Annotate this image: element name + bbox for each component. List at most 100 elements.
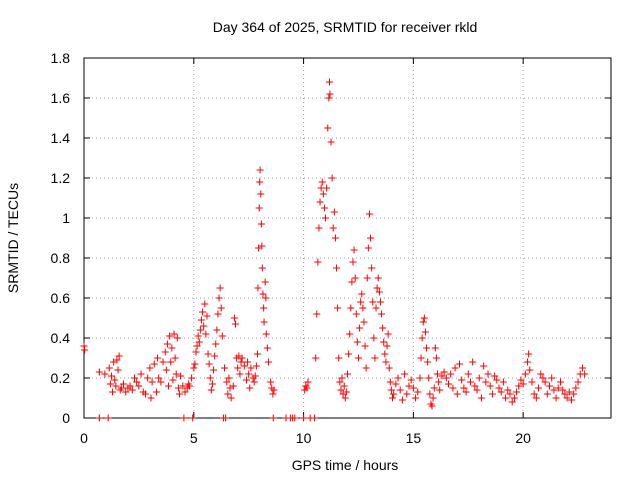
data-point bbox=[95, 414, 103, 422]
data-point bbox=[135, 382, 143, 390]
grid-lines bbox=[84, 58, 611, 418]
data-point bbox=[486, 382, 494, 390]
data-point bbox=[208, 380, 216, 388]
data-point bbox=[253, 350, 261, 358]
data-point bbox=[480, 362, 488, 370]
data-point bbox=[392, 380, 400, 388]
data-point bbox=[314, 258, 322, 266]
data-point bbox=[210, 366, 218, 374]
data-point bbox=[421, 328, 429, 336]
data-point bbox=[154, 354, 162, 362]
x-tick-label: 10 bbox=[296, 430, 312, 446]
data-point bbox=[147, 394, 155, 402]
data-point bbox=[326, 90, 334, 98]
data-point bbox=[162, 366, 170, 374]
data-point bbox=[349, 258, 357, 266]
data-point bbox=[432, 354, 440, 362]
y-tick-label: 1.6 bbox=[51, 90, 71, 106]
data-point bbox=[445, 380, 453, 388]
data-point bbox=[526, 366, 534, 374]
data-point bbox=[434, 370, 442, 378]
data-point bbox=[167, 358, 175, 366]
data-point bbox=[189, 414, 197, 422]
data-point bbox=[346, 330, 354, 338]
data-point bbox=[222, 414, 230, 422]
data-point bbox=[436, 386, 444, 394]
data-point bbox=[342, 388, 350, 396]
data-point bbox=[258, 264, 266, 272]
data-point bbox=[311, 414, 319, 422]
y-tick-label: 1.2 bbox=[51, 170, 71, 186]
data-point bbox=[115, 352, 123, 360]
data-point bbox=[236, 370, 244, 378]
data-point bbox=[318, 178, 326, 186]
data-point bbox=[192, 348, 200, 356]
data-point bbox=[269, 390, 277, 398]
data-point bbox=[185, 382, 193, 390]
data-point bbox=[174, 384, 182, 392]
data-point bbox=[261, 278, 269, 286]
data-point bbox=[351, 274, 359, 282]
data-point bbox=[324, 124, 332, 132]
data-point bbox=[396, 386, 404, 394]
data-point bbox=[157, 378, 165, 386]
data-point bbox=[353, 338, 361, 346]
data-point bbox=[357, 298, 365, 306]
data-point bbox=[146, 364, 154, 372]
data-point bbox=[419, 318, 427, 326]
data-point bbox=[338, 374, 346, 382]
data-point bbox=[240, 362, 248, 370]
data-point bbox=[373, 284, 381, 292]
data-point bbox=[258, 242, 266, 250]
data-point bbox=[515, 382, 523, 390]
data-point bbox=[242, 376, 250, 384]
data-point bbox=[159, 358, 167, 366]
data-point bbox=[572, 384, 580, 392]
data-point bbox=[246, 384, 254, 392]
data-point bbox=[101, 370, 109, 378]
data-point bbox=[259, 290, 267, 298]
data-point bbox=[387, 386, 395, 394]
data-point bbox=[111, 376, 119, 384]
data-point bbox=[379, 324, 387, 332]
data-point bbox=[554, 384, 562, 392]
data-point bbox=[504, 386, 512, 394]
data-point bbox=[223, 378, 231, 386]
x-tick-labels: 0 5 10 15 20 bbox=[80, 430, 531, 446]
data-point bbox=[221, 364, 229, 372]
data-point bbox=[173, 334, 181, 342]
data-point bbox=[250, 378, 258, 386]
data-point bbox=[384, 330, 392, 338]
data-point bbox=[245, 370, 253, 378]
data-point bbox=[214, 310, 222, 318]
data-point bbox=[364, 244, 372, 252]
data-point bbox=[460, 384, 468, 392]
data-point bbox=[521, 370, 529, 378]
data-point bbox=[218, 332, 226, 340]
data-point bbox=[519, 380, 527, 388]
data-point bbox=[128, 386, 136, 394]
data-point bbox=[390, 390, 398, 398]
data-point bbox=[336, 378, 344, 386]
data-point bbox=[438, 372, 446, 380]
data-point bbox=[561, 390, 569, 398]
data-point bbox=[155, 374, 163, 382]
data-point bbox=[398, 396, 406, 404]
data-point bbox=[482, 378, 490, 386]
data-point bbox=[252, 362, 260, 370]
data-point bbox=[337, 386, 345, 394]
data-point bbox=[412, 394, 420, 402]
data-point bbox=[316, 198, 324, 206]
data-point bbox=[256, 166, 264, 174]
data-point bbox=[107, 372, 115, 380]
data-point bbox=[537, 370, 545, 378]
data-point bbox=[383, 342, 391, 350]
y-tick-label: 1.8 bbox=[51, 50, 71, 66]
data-point bbox=[141, 390, 149, 398]
data-point bbox=[361, 342, 369, 350]
y-tick-label: 0.6 bbox=[51, 290, 71, 306]
data-point bbox=[313, 310, 321, 318]
data-point bbox=[442, 374, 450, 382]
data-point bbox=[499, 378, 507, 386]
